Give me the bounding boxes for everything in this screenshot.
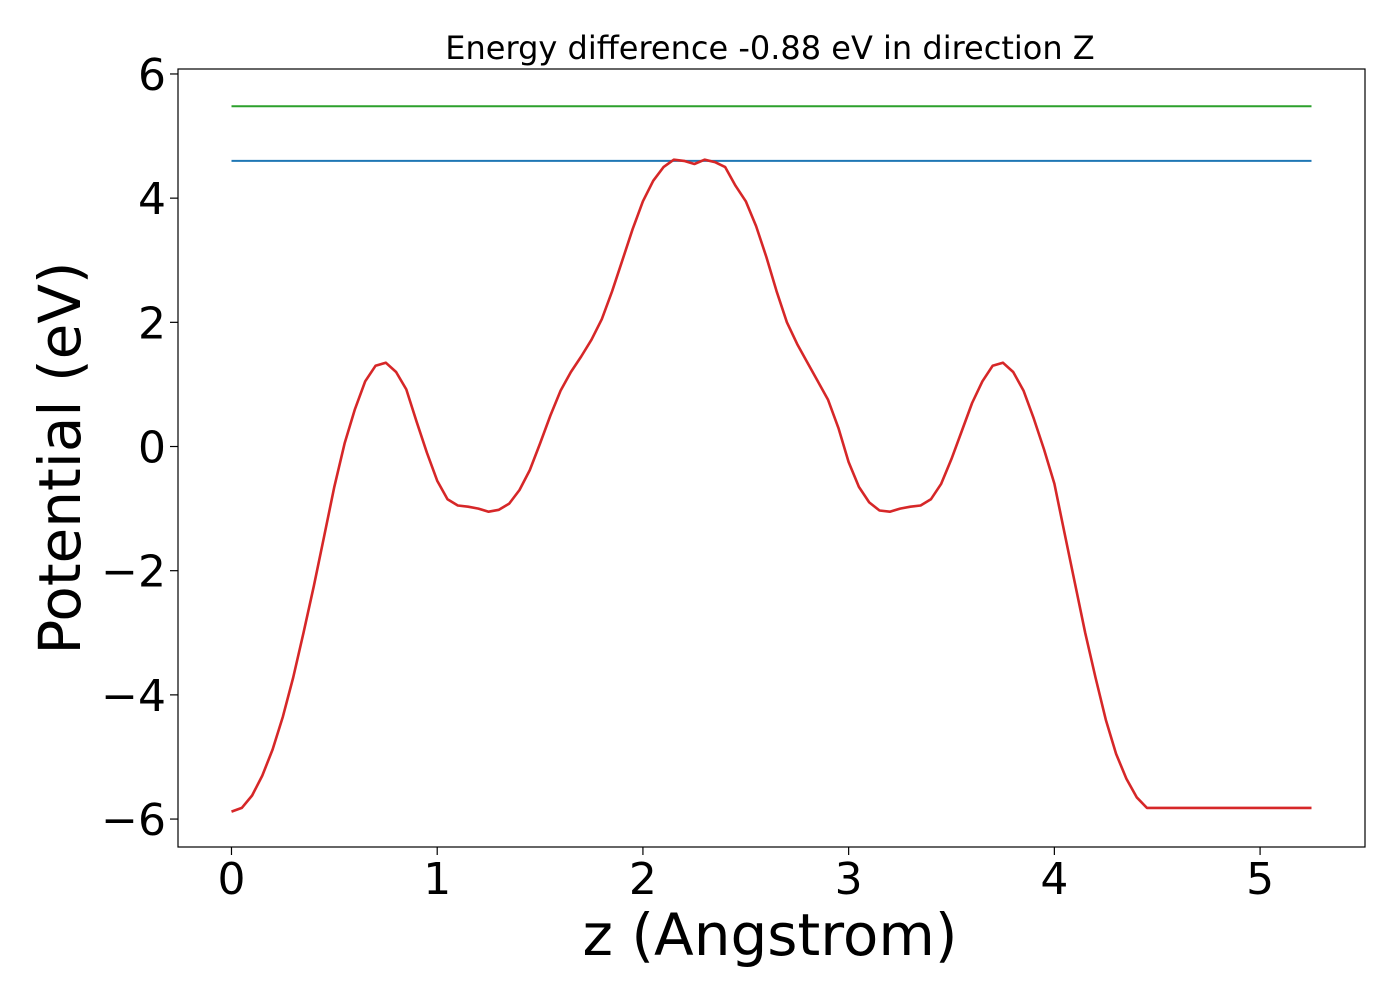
y-tick-label: −6 xyxy=(101,795,166,846)
x-tick-label: 0 xyxy=(217,854,245,905)
x-tick-label: 5 xyxy=(1246,854,1274,905)
y-tick-label: 2 xyxy=(138,298,166,349)
y-tick-label: 0 xyxy=(138,423,166,474)
plot-area xyxy=(231,105,1312,813)
series-line-2 xyxy=(231,158,1312,813)
chart-title: Energy difference -0.88 eV in direction … xyxy=(445,29,1094,67)
y-tick-label: 4 xyxy=(138,174,166,225)
x-axis: 0 1 2 3 4 5 xyxy=(217,847,1274,905)
axes-frame xyxy=(177,68,1366,848)
x-axis-label: z (Angstrom) xyxy=(583,901,958,969)
y-tick-label: −4 xyxy=(101,671,166,722)
y-tick-label: −2 xyxy=(101,547,166,598)
x-tick-label: 2 xyxy=(629,854,657,905)
y-axis: −6 −4 −2 0 2 4 6 xyxy=(101,50,178,846)
y-tick-label: 6 xyxy=(138,50,166,101)
x-tick-label: 1 xyxy=(423,854,451,905)
x-tick-label: 4 xyxy=(1040,854,1068,905)
x-tick-label: 3 xyxy=(835,854,863,905)
y-axis-label: Potential (eV) xyxy=(26,261,94,654)
